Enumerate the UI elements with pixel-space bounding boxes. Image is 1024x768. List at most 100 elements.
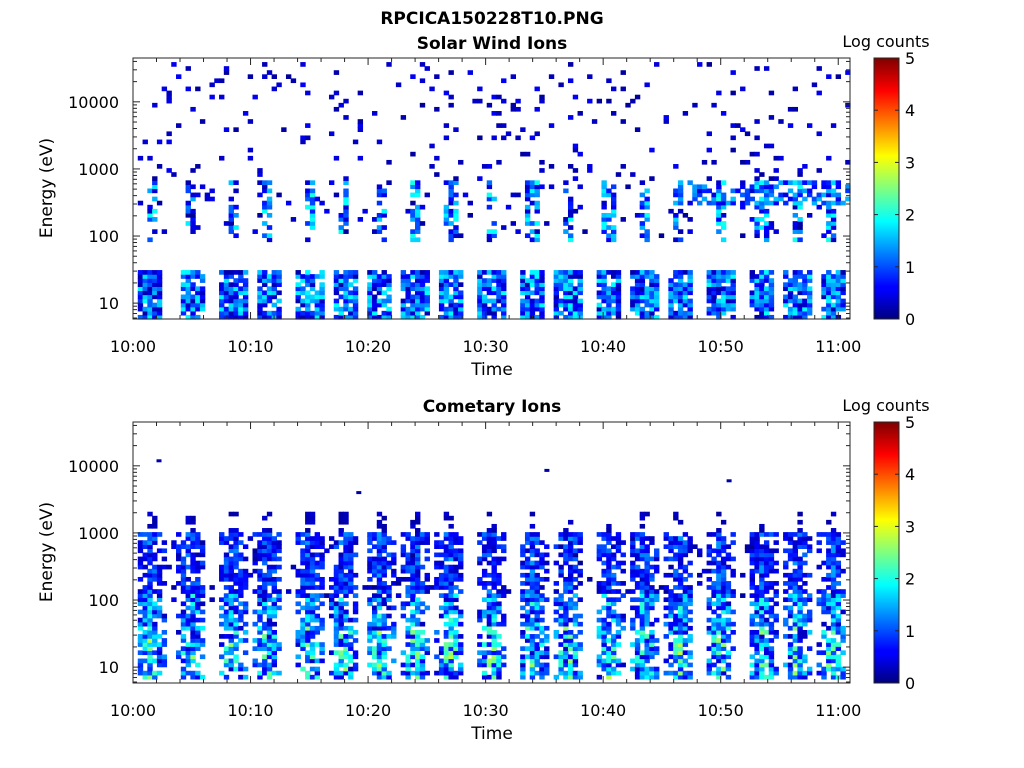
heatmap-cell xyxy=(544,638,550,643)
heatmap-cell xyxy=(247,119,254,124)
heatmap-cell xyxy=(448,642,454,647)
colorbar xyxy=(873,57,900,320)
heatmap-cell xyxy=(501,593,507,598)
heatmap-cell xyxy=(185,613,191,619)
heatmap-cell xyxy=(381,225,387,230)
heatmap-cell xyxy=(190,642,196,647)
heatmap-cell xyxy=(830,274,837,279)
heatmap-cell xyxy=(768,532,775,537)
heatmap-cell xyxy=(443,515,450,521)
heatmap-cell xyxy=(343,544,349,550)
heatmap-cell xyxy=(448,310,454,316)
heatmap-cell xyxy=(199,274,206,279)
heatmap-cell xyxy=(156,310,163,316)
heatmap-cell xyxy=(830,642,837,647)
heatmap-cell xyxy=(376,274,383,279)
heatmap-cell xyxy=(319,625,325,631)
heatmap-cell xyxy=(343,613,349,619)
heatmap-cell xyxy=(338,589,344,594)
heatmap-cell xyxy=(520,290,526,296)
heatmap-cell xyxy=(802,621,808,627)
heatmap-cell xyxy=(415,552,421,558)
heatmap-cell xyxy=(410,654,416,660)
heatmap-cell xyxy=(419,670,426,676)
heatmap-cell xyxy=(352,306,359,312)
x-tick-label: 10:50 xyxy=(698,337,744,356)
heatmap-cell xyxy=(190,314,196,320)
heatmap-cell xyxy=(434,654,440,660)
heatmap-cell xyxy=(673,650,679,656)
heatmap-cell xyxy=(319,564,325,570)
heatmap-cell xyxy=(630,642,636,647)
heatmap-cell xyxy=(419,302,426,308)
heatmap-cell xyxy=(534,188,540,194)
heatmap-cell xyxy=(491,314,497,320)
heatmap-cell xyxy=(763,143,770,149)
heatmap-cell xyxy=(792,589,799,594)
heatmap-cell xyxy=(458,634,464,639)
heatmap-cell xyxy=(754,674,760,680)
heatmap-cell xyxy=(376,593,383,598)
heatmap-cell xyxy=(553,302,560,308)
heatmap-cell xyxy=(572,290,579,296)
heatmap-cell xyxy=(673,654,679,660)
heatmap-cell xyxy=(271,634,277,639)
heatmap-cell xyxy=(477,576,483,582)
heatmap-cell xyxy=(266,314,273,320)
heatmap-cell xyxy=(262,560,268,566)
heatmap-cell xyxy=(424,286,430,292)
heatmap-cell xyxy=(247,74,254,79)
heatmap-cell xyxy=(501,548,507,554)
heatmap-cell xyxy=(491,560,497,566)
heatmap-cell xyxy=(534,192,540,198)
heatmap-cell xyxy=(768,278,775,283)
heatmap-cell xyxy=(410,601,416,607)
heatmap-cell xyxy=(711,638,717,643)
heatmap-cell xyxy=(333,106,340,112)
heatmap-cell xyxy=(677,229,684,234)
heatmap-cell xyxy=(142,650,148,656)
heatmap-cell xyxy=(486,229,493,234)
heatmap-cell xyxy=(285,200,292,206)
heatmap-cell xyxy=(720,581,727,586)
heatmap-cell xyxy=(596,581,603,586)
heatmap-cell xyxy=(338,528,344,533)
heatmap-cell xyxy=(348,290,354,296)
heatmap-cell xyxy=(639,548,646,554)
heatmap-cell xyxy=(778,155,784,161)
heatmap-cell xyxy=(415,208,421,214)
heatmap-cell xyxy=(563,306,569,312)
heatmap-cell xyxy=(305,298,311,304)
heatmap-cell xyxy=(381,572,387,578)
heatmap-cell xyxy=(276,274,282,279)
heatmap-cell xyxy=(725,294,732,300)
heatmap-cell xyxy=(156,609,163,615)
heatmap-cell xyxy=(443,601,450,607)
heatmap-cell xyxy=(768,556,775,562)
heatmap-cell xyxy=(152,609,158,615)
heatmap-cell xyxy=(458,642,464,647)
heatmap-cell xyxy=(410,572,416,578)
heatmap-cell xyxy=(529,540,536,545)
heatmap-cell xyxy=(711,609,717,615)
heatmap-cell xyxy=(826,237,832,243)
heatmap-cell xyxy=(615,662,622,668)
heatmap-cell xyxy=(223,314,230,320)
heatmap-cell xyxy=(730,274,736,279)
heatmap-cell xyxy=(567,294,574,300)
heatmap-cell xyxy=(840,589,846,594)
heatmap-cell xyxy=(677,605,684,611)
heatmap-cell xyxy=(137,298,144,304)
heatmap-cell xyxy=(199,298,206,304)
heatmap-cell xyxy=(195,625,201,631)
heatmap-cell xyxy=(577,560,583,566)
heatmap-cell xyxy=(673,225,679,230)
heatmap-cell xyxy=(572,294,579,300)
heatmap-cell xyxy=(185,515,191,521)
heatmap-cell xyxy=(185,650,191,656)
heatmap-cell xyxy=(410,670,416,676)
heatmap-cell xyxy=(634,212,641,218)
heatmap-cell xyxy=(448,674,454,680)
heatmap-cell xyxy=(826,212,832,218)
heatmap-cell xyxy=(711,294,717,300)
